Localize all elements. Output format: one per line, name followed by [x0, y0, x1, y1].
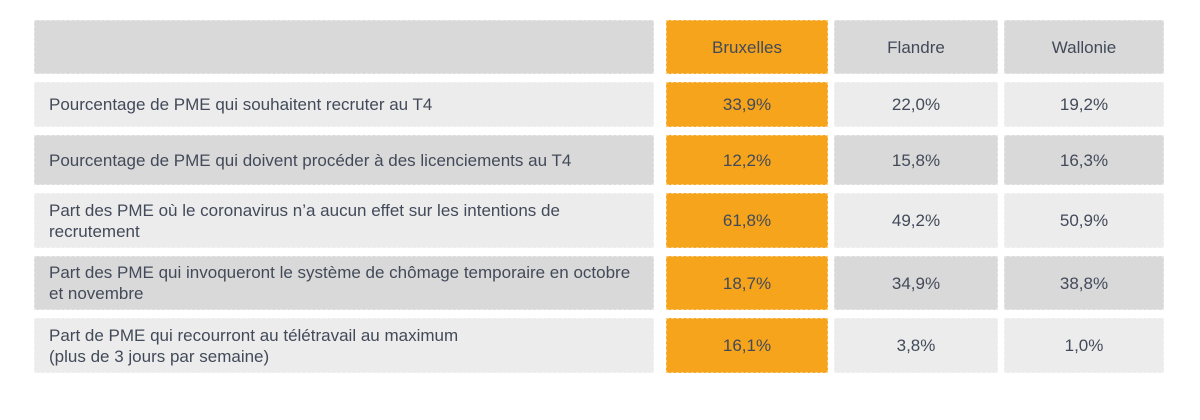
value-bruxelles: 18,7%	[666, 256, 828, 310]
value-bruxelles: 33,9%	[666, 82, 828, 127]
value-flandre: 15,8%	[834, 135, 998, 185]
column-header-bruxelles: Bruxelles	[666, 20, 828, 74]
value-wallonie: 38,8%	[1004, 256, 1164, 310]
value-bruxelles: 12,2%	[666, 135, 828, 185]
row-label: Part des PME qui invoqueront le système …	[34, 256, 654, 310]
column-header-flandre: Flandre	[834, 20, 998, 74]
value-bruxelles: 61,8%	[666, 193, 828, 248]
row-label: Part des PME où le coronavirus n’a aucun…	[34, 193, 654, 248]
corner-cell	[34, 20, 654, 74]
value-wallonie: 50,9%	[1004, 193, 1164, 248]
value-wallonie: 1,0%	[1004, 318, 1164, 373]
row-label: Pourcentage de PME qui souhaitent recrut…	[34, 82, 654, 127]
row-label: Pourcentage de PME qui doivent procéder …	[34, 135, 654, 185]
value-wallonie: 16,3%	[1004, 135, 1164, 185]
value-flandre: 22,0%	[834, 82, 998, 127]
value-wallonie: 19,2%	[1004, 82, 1164, 127]
row-label: Part de PME qui recourront au télétravai…	[34, 318, 654, 373]
value-bruxelles: 16,1%	[666, 318, 828, 373]
value-flandre: 3,8%	[834, 318, 998, 373]
value-flandre: 49,2%	[834, 193, 998, 248]
comparison-table: Bruxelles Flandre Wallonie Pourcentage d…	[34, 20, 1164, 373]
value-flandre: 34,9%	[834, 256, 998, 310]
column-header-wallonie: Wallonie	[1004, 20, 1164, 74]
